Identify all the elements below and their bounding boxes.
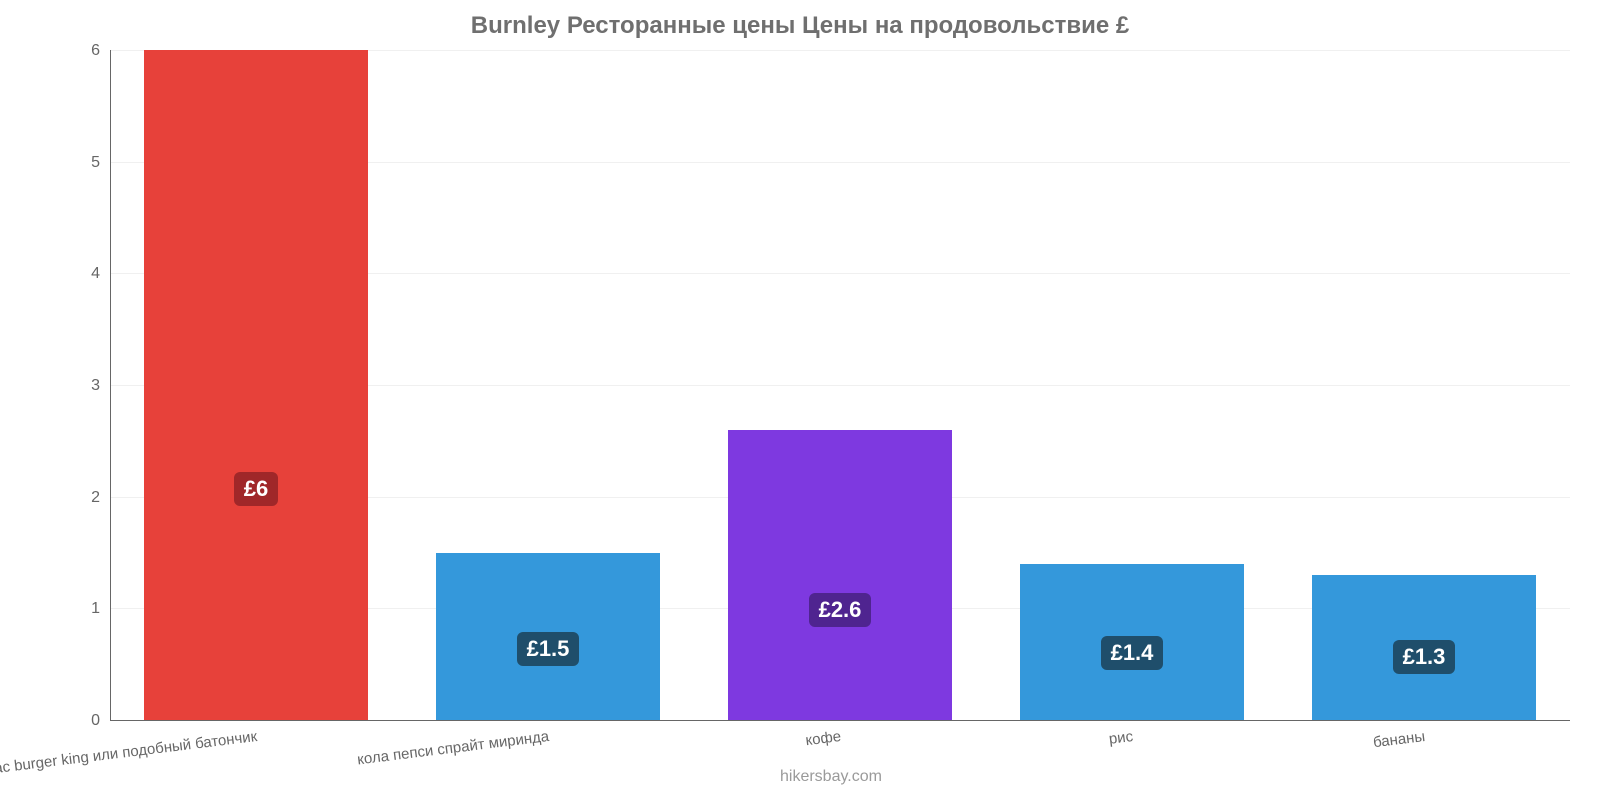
y-tick-label: 4 bbox=[60, 265, 100, 283]
bar-value-label: £1.3 bbox=[1393, 640, 1456, 674]
bar-value-label-wrap: £6 bbox=[144, 472, 369, 506]
x-tick-label: кофе bbox=[805, 728, 843, 749]
price-bar-chart: Burnley Ресторанные цены Цены на продово… bbox=[0, 0, 1600, 800]
bar: £1.4 bbox=[1020, 564, 1245, 720]
y-tick-label: 3 bbox=[60, 377, 100, 395]
y-axis bbox=[110, 50, 111, 720]
y-tick-label: 1 bbox=[60, 600, 100, 618]
y-tick-label: 6 bbox=[60, 42, 100, 60]
chart-title: Burnley Ресторанные цены Цены на продово… bbox=[0, 0, 1600, 40]
bar-value-label: £1.4 bbox=[1101, 636, 1164, 670]
bar-value-label-wrap: £1.4 bbox=[1020, 636, 1245, 670]
x-axis bbox=[110, 720, 1570, 721]
bar: £1.3 bbox=[1312, 575, 1537, 720]
y-tick-label: 2 bbox=[60, 489, 100, 507]
y-tick-label: 5 bbox=[60, 154, 100, 172]
bar: £2.6 bbox=[728, 430, 953, 720]
plot-area: £6 £1.5 £2.6 £1.4 £1.3 bbox=[110, 50, 1570, 720]
x-tick-label: кола пепси спрайт миринда bbox=[356, 728, 550, 768]
bar-value-label: £2.6 bbox=[809, 593, 872, 627]
x-tick-label: рис bbox=[1108, 728, 1134, 748]
bar-value-label-wrap: £1.3 bbox=[1312, 640, 1537, 674]
bar: £6 bbox=[144, 50, 369, 720]
x-tick-label: mac burger king или подобный батончик bbox=[0, 728, 258, 779]
x-tick-label: бананы bbox=[1372, 728, 1426, 751]
bar-value-label: £6 bbox=[234, 472, 278, 506]
bar-value-label-wrap: £2.6 bbox=[728, 593, 953, 627]
bar: £1.5 bbox=[436, 553, 661, 721]
attribution-text: hikersbay.com bbox=[780, 768, 882, 786]
bar-value-label: £1.5 bbox=[517, 632, 580, 666]
y-tick-label: 0 bbox=[60, 712, 100, 730]
bar-value-label-wrap: £1.5 bbox=[436, 632, 661, 666]
